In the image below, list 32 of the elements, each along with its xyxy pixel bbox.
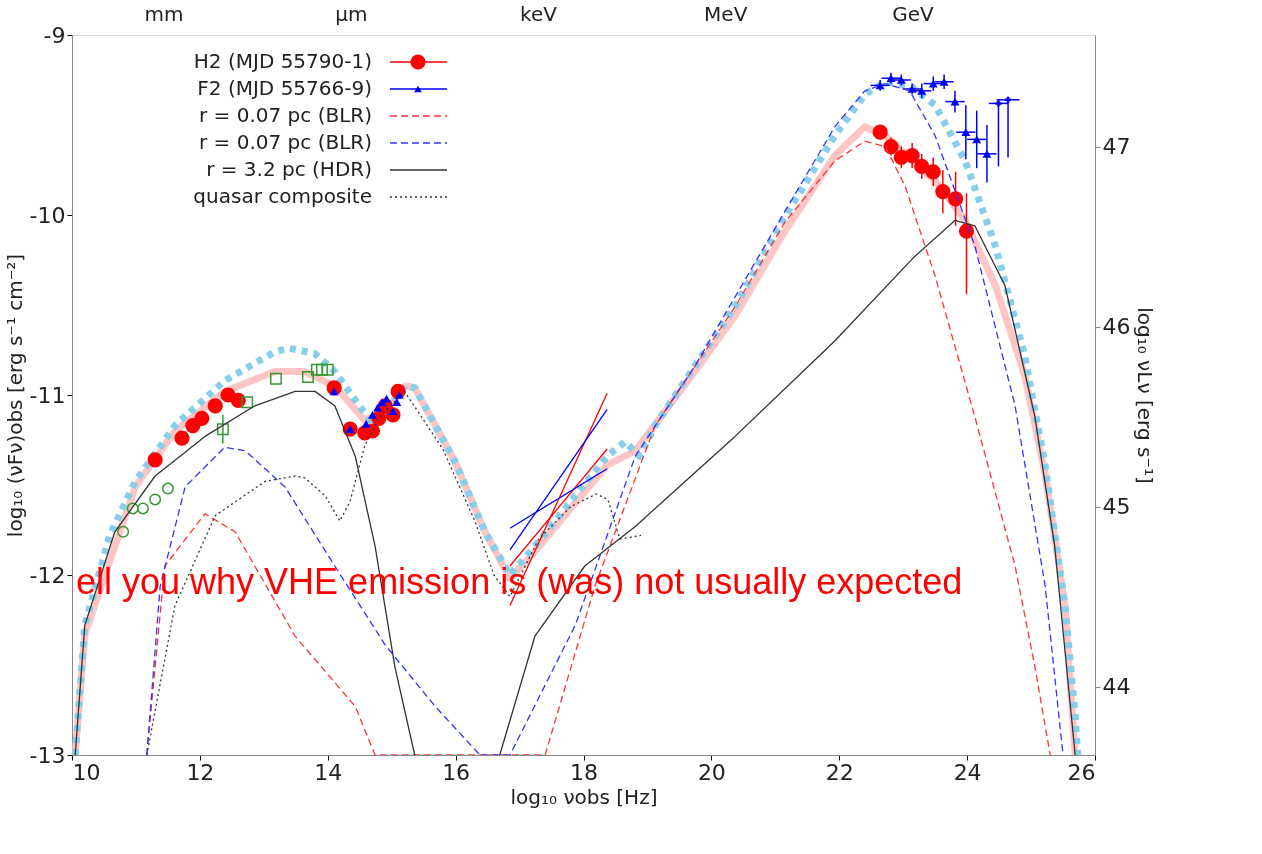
y-tick-label: -10 [29, 202, 66, 228]
text: mm [144, 2, 184, 26]
y-axis-title: log₁₀ (νFν)obs [erg s⁻¹ cm⁻²] [2, 253, 27, 538]
legend-label: F2 (MJD 55766-9) [197, 76, 372, 100]
x-tick-label: 24 [953, 759, 982, 785]
y2-tick-label: 46 [1102, 314, 1131, 340]
y2-tick-label: 47 [1102, 134, 1131, 160]
x-tick-label: 14 [314, 759, 343, 785]
x-tick-label: 12 [186, 759, 215, 785]
x-tick-label: 18 [570, 759, 598, 785]
x-tick-label: 16 [442, 759, 471, 785]
y-tick-label: -11 [29, 382, 66, 408]
y-tick-label: -9 [43, 22, 66, 48]
legend-label: r = 0.07 pc (BLR) [199, 130, 372, 154]
y2-axis-title: log₁₀ νLν [erg s⁻¹] [1133, 307, 1158, 484]
legend-label: H2 (MJD 55790-1) [193, 49, 372, 73]
y-tick-label: -13 [29, 742, 66, 768]
legend-label: quasar composite [193, 184, 372, 208]
x-tick-label: 26 [1067, 759, 1096, 785]
x-tick-label: 10 [72, 759, 101, 785]
legend-label: r = 0.07 pc (BLR) [199, 103, 372, 127]
text: keV [520, 2, 558, 26]
y2-tick-label: 44 [1102, 674, 1131, 700]
text: µm [335, 2, 368, 26]
y-tick-label: -12 [29, 562, 66, 588]
text: MeV [704, 2, 748, 26]
x-tick-label: 20 [697, 759, 726, 785]
text: GeV [892, 2, 934, 26]
legend-label: r = 3.2 pc (HDR) [206, 157, 372, 181]
x-tick-label: 22 [825, 759, 854, 785]
x-axis-title: log₁₀ νobs [Hz] [510, 784, 658, 809]
y2-tick-label: 45 [1102, 494, 1131, 520]
